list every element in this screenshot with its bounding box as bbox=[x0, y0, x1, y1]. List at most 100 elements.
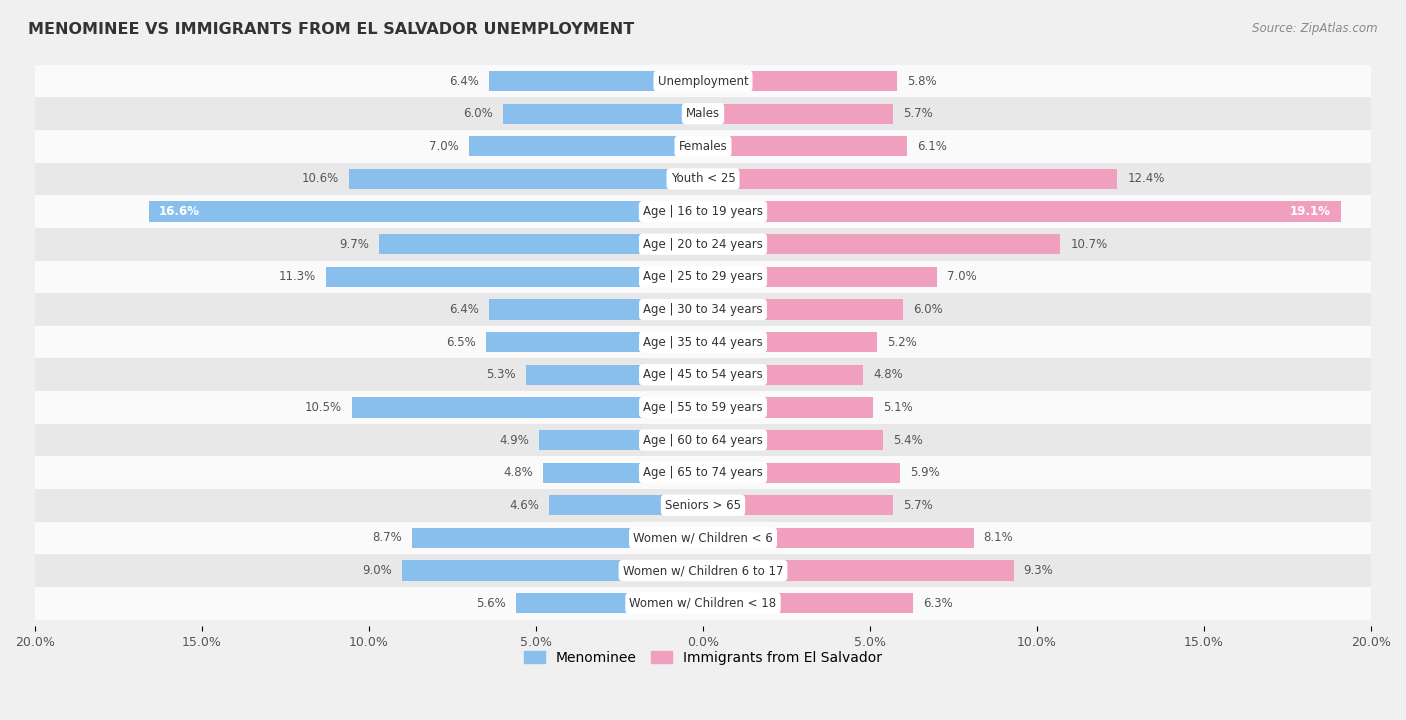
Bar bbox=[35, 130, 1371, 163]
Text: MENOMINEE VS IMMIGRANTS FROM EL SALVADOR UNEMPLOYMENT: MENOMINEE VS IMMIGRANTS FROM EL SALVADOR… bbox=[28, 22, 634, 37]
Text: Age | 16 to 19 years: Age | 16 to 19 years bbox=[643, 205, 763, 218]
Text: 6.4%: 6.4% bbox=[450, 75, 479, 88]
Bar bbox=[703, 528, 973, 548]
Bar bbox=[703, 593, 914, 613]
Text: 6.3%: 6.3% bbox=[924, 597, 953, 610]
Bar bbox=[35, 554, 1371, 587]
Bar bbox=[703, 71, 897, 91]
Text: 9.3%: 9.3% bbox=[1024, 564, 1053, 577]
Text: 5.6%: 5.6% bbox=[477, 597, 506, 610]
Bar bbox=[703, 397, 873, 418]
Text: Age | 45 to 54 years: Age | 45 to 54 years bbox=[643, 368, 763, 382]
Text: 6.0%: 6.0% bbox=[463, 107, 492, 120]
Text: 6.0%: 6.0% bbox=[914, 303, 943, 316]
Text: Age | 30 to 34 years: Age | 30 to 34 years bbox=[643, 303, 763, 316]
Text: 5.1%: 5.1% bbox=[883, 401, 912, 414]
Bar bbox=[35, 456, 1371, 489]
Bar bbox=[703, 300, 904, 320]
Text: 9.7%: 9.7% bbox=[339, 238, 368, 251]
Text: 4.6%: 4.6% bbox=[509, 499, 540, 512]
Bar bbox=[349, 168, 703, 189]
Bar bbox=[703, 136, 907, 156]
Bar bbox=[402, 560, 703, 581]
Text: 8.1%: 8.1% bbox=[984, 531, 1014, 544]
Text: Males: Males bbox=[686, 107, 720, 120]
Text: Age | 20 to 24 years: Age | 20 to 24 years bbox=[643, 238, 763, 251]
Text: Source: ZipAtlas.com: Source: ZipAtlas.com bbox=[1253, 22, 1378, 35]
Bar bbox=[703, 560, 1014, 581]
Bar bbox=[35, 359, 1371, 391]
Text: Age | 35 to 44 years: Age | 35 to 44 years bbox=[643, 336, 763, 348]
Bar bbox=[35, 587, 1371, 619]
Bar bbox=[35, 261, 1371, 293]
Bar bbox=[703, 495, 893, 516]
Text: 5.9%: 5.9% bbox=[910, 466, 939, 480]
Bar bbox=[35, 293, 1371, 326]
Bar bbox=[703, 332, 877, 352]
Bar bbox=[703, 364, 863, 385]
Text: Unemployment: Unemployment bbox=[658, 75, 748, 88]
Bar bbox=[489, 71, 703, 91]
Text: 5.3%: 5.3% bbox=[486, 368, 516, 382]
Text: 10.5%: 10.5% bbox=[305, 401, 342, 414]
Bar bbox=[35, 163, 1371, 195]
Bar bbox=[703, 104, 893, 124]
Text: 10.6%: 10.6% bbox=[302, 173, 339, 186]
Bar bbox=[703, 462, 900, 483]
Bar bbox=[35, 326, 1371, 359]
Text: 6.4%: 6.4% bbox=[450, 303, 479, 316]
Bar bbox=[470, 136, 703, 156]
Bar bbox=[516, 593, 703, 613]
Bar bbox=[35, 489, 1371, 521]
Bar bbox=[703, 266, 936, 287]
Text: 10.7%: 10.7% bbox=[1070, 238, 1108, 251]
Text: 7.0%: 7.0% bbox=[946, 270, 977, 284]
Text: 11.3%: 11.3% bbox=[278, 270, 315, 284]
Text: Age | 65 to 74 years: Age | 65 to 74 years bbox=[643, 466, 763, 480]
Text: Youth < 25: Youth < 25 bbox=[671, 173, 735, 186]
Text: 4.9%: 4.9% bbox=[499, 433, 529, 446]
Text: 5.7%: 5.7% bbox=[904, 107, 934, 120]
Bar bbox=[35, 521, 1371, 554]
Text: 16.6%: 16.6% bbox=[159, 205, 200, 218]
Text: 4.8%: 4.8% bbox=[873, 368, 903, 382]
Bar bbox=[35, 423, 1371, 456]
Text: 6.1%: 6.1% bbox=[917, 140, 946, 153]
Bar bbox=[540, 430, 703, 450]
Text: Age | 60 to 64 years: Age | 60 to 64 years bbox=[643, 433, 763, 446]
Text: Seniors > 65: Seniors > 65 bbox=[665, 499, 741, 512]
Text: 8.7%: 8.7% bbox=[373, 531, 402, 544]
Bar bbox=[35, 391, 1371, 423]
Text: 4.8%: 4.8% bbox=[503, 466, 533, 480]
Bar bbox=[353, 397, 703, 418]
Bar bbox=[703, 234, 1060, 254]
Text: 19.1%: 19.1% bbox=[1291, 205, 1331, 218]
Text: 5.7%: 5.7% bbox=[904, 499, 934, 512]
Text: Women w/ Children < 6: Women w/ Children < 6 bbox=[633, 531, 773, 544]
Bar bbox=[550, 495, 703, 516]
Text: Females: Females bbox=[679, 140, 727, 153]
Bar bbox=[35, 195, 1371, 228]
Bar bbox=[703, 168, 1118, 189]
Bar bbox=[543, 462, 703, 483]
Text: Women w/ Children < 18: Women w/ Children < 18 bbox=[630, 597, 776, 610]
Bar bbox=[35, 97, 1371, 130]
Text: Women w/ Children 6 to 17: Women w/ Children 6 to 17 bbox=[623, 564, 783, 577]
Legend: Menominee, Immigrants from El Salvador: Menominee, Immigrants from El Salvador bbox=[519, 645, 887, 670]
Text: 5.4%: 5.4% bbox=[893, 433, 924, 446]
Text: 12.4%: 12.4% bbox=[1128, 173, 1164, 186]
Bar bbox=[703, 202, 1341, 222]
Text: 6.5%: 6.5% bbox=[446, 336, 475, 348]
Bar bbox=[326, 266, 703, 287]
Bar bbox=[489, 300, 703, 320]
Bar bbox=[486, 332, 703, 352]
Bar bbox=[703, 430, 883, 450]
Text: 5.2%: 5.2% bbox=[887, 336, 917, 348]
Bar bbox=[502, 104, 703, 124]
Bar bbox=[35, 65, 1371, 97]
Text: 5.8%: 5.8% bbox=[907, 75, 936, 88]
Bar bbox=[35, 228, 1371, 261]
Text: Age | 55 to 59 years: Age | 55 to 59 years bbox=[643, 401, 763, 414]
Text: 7.0%: 7.0% bbox=[429, 140, 460, 153]
Text: 9.0%: 9.0% bbox=[363, 564, 392, 577]
